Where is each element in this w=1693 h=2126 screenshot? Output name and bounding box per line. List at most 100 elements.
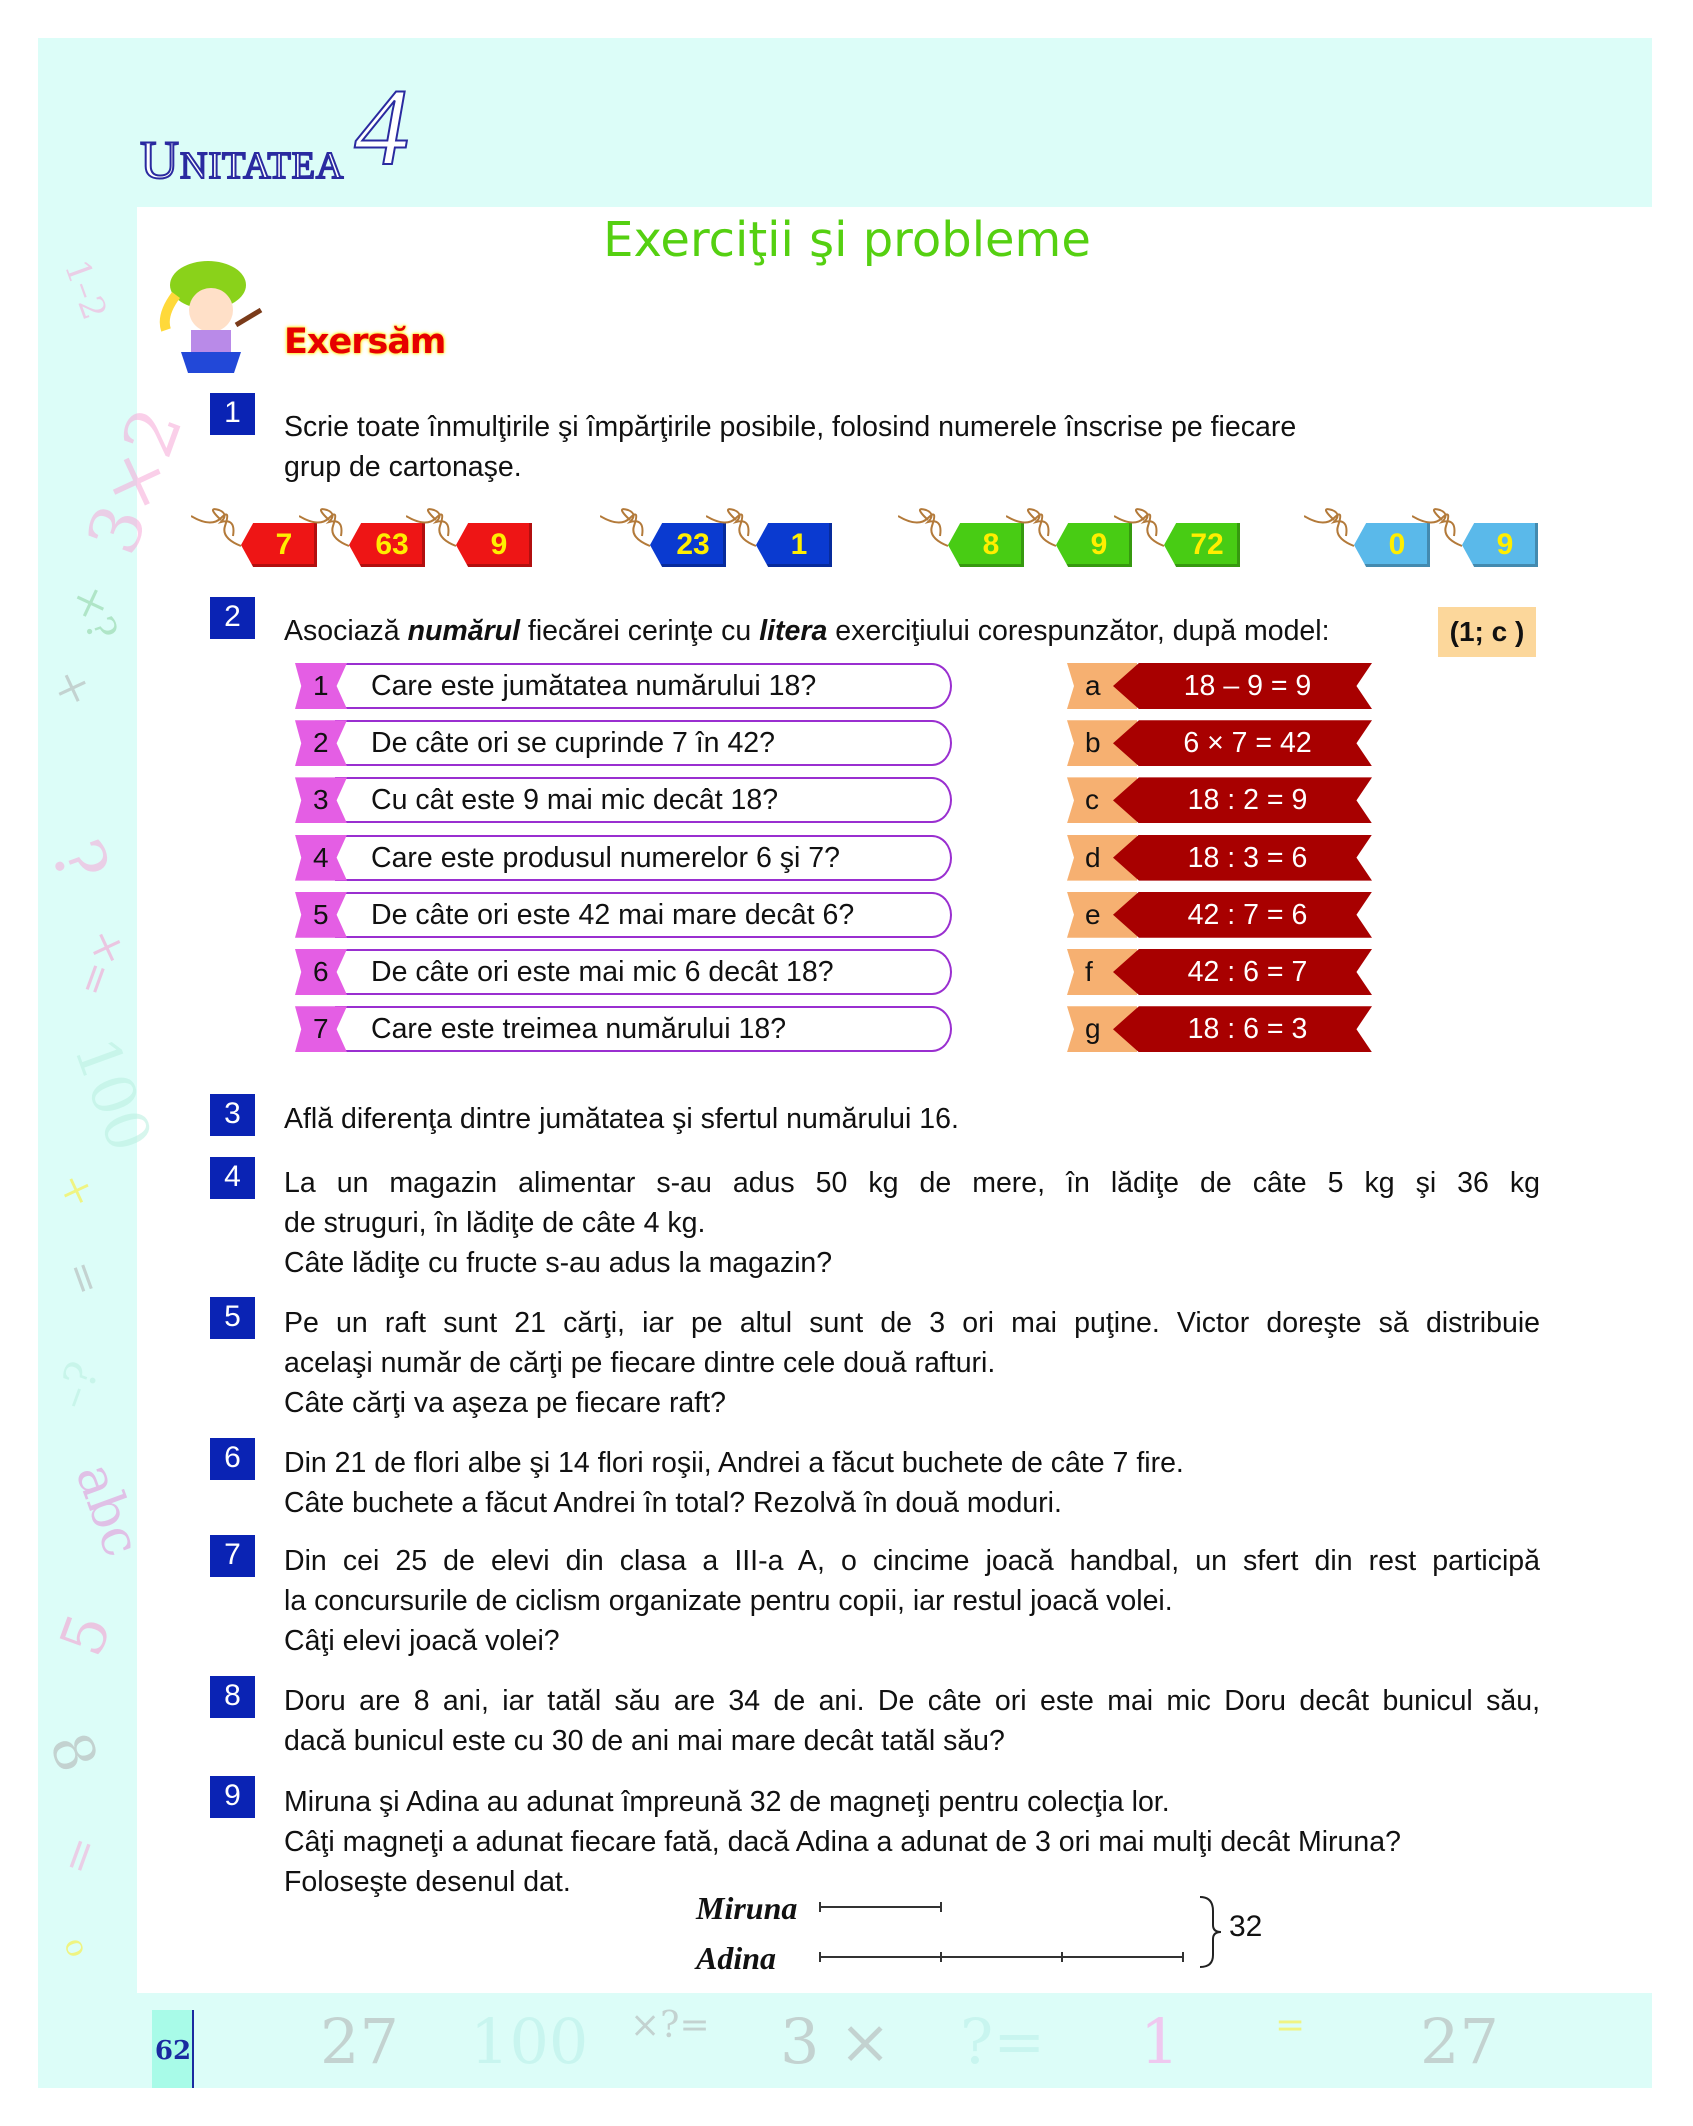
girl-illustration-icon xyxy=(159,261,263,373)
number-card-value: 9 xyxy=(1496,528,1514,561)
number-card-value: 72 xyxy=(1190,528,1224,561)
exercise-line: dacă bunicul este cu 30 de ani mai mare … xyxy=(284,1725,1005,1757)
string-bow-icon xyxy=(1114,508,1165,547)
exercise-number-7: 7 xyxy=(210,1535,255,1577)
question-number: 2 xyxy=(295,720,347,767)
exercise-number-1: 1 xyxy=(210,393,255,435)
decorative-symbol: 1 xyxy=(1140,2005,1180,2078)
answer-row: f 42 : 6 = 7 xyxy=(1067,949,1372,995)
answer-expression: 42 : 6 = 7 xyxy=(1113,949,1372,995)
exercise-line: Miruna şi Adina au adunat împreună 32 de… xyxy=(284,1786,1170,1818)
exercise-line: de struguri, în lădiţe de câte 4 kg. xyxy=(284,1207,706,1239)
exercise-line: Pe un raft sunt 21 cărţi, iar pe altul s… xyxy=(284,1307,1540,1339)
string-bow-icon xyxy=(600,508,651,547)
exercise-line: Scrie toate înmulţirile şi împărţirile p… xyxy=(284,411,1297,443)
string-bow-icon xyxy=(706,508,757,547)
question-text: Care este jumătatea numărului 18? xyxy=(335,663,952,709)
exercise-3-text: Află diferenţa dintre jumătatea şi sfert… xyxy=(284,1099,1540,1139)
question-row: Care este treimea numărului 18? 7 xyxy=(295,1006,952,1053)
string-bow-icon xyxy=(406,508,457,547)
exercise-number-3: 3 xyxy=(210,1094,255,1136)
brace-icon xyxy=(1199,1896,1222,1968)
answer-expression: 6 × 7 = 42 xyxy=(1113,720,1372,767)
model-answer-badge: (1; c ) xyxy=(1438,607,1536,657)
exercise-number-2: 2 xyxy=(210,597,255,639)
exercise-line: Din 21 de flori albe şi 14 flori roşii, … xyxy=(284,1447,1184,1479)
number-card: 9 xyxy=(1056,523,1132,567)
number-card: 0 xyxy=(1354,523,1430,567)
emphasis: litera xyxy=(759,615,828,647)
answer-expression: 42 : 7 = 6 xyxy=(1113,891,1372,938)
exercise-6-text: Din 21 de flori albe şi 14 flori roşii, … xyxy=(284,1443,1540,1523)
exercise-7-text: Din cei 25 de elevi din clasa a III-a A,… xyxy=(284,1541,1540,1661)
exercise-line: grup de cartonaşe. xyxy=(284,451,522,483)
question-text: Cu cât este 9 mai mic decât 18? xyxy=(335,777,952,824)
question-text: De câte ori se cuprinde 7 în 42? xyxy=(335,720,952,767)
diagram-total: 32 xyxy=(1229,1910,1263,1943)
exercise-line: acelaşi număr de cărţi pe fiecare dintre… xyxy=(284,1347,996,1379)
number-card-value: 7 xyxy=(275,528,293,561)
content-area xyxy=(137,207,1652,1993)
question-text: De câte ori este mai mic 6 decât 18? xyxy=(335,949,952,995)
decorative-symbol: 27 xyxy=(1420,2005,1499,2078)
question-row: Cu cât este 9 mai mic decât 18? 3 xyxy=(295,777,952,824)
decorative-symbol: = xyxy=(1275,2005,1306,2046)
exercise-line: la concursurile de ciclism organizate pe… xyxy=(284,1585,1173,1617)
page-title: Exerciţii şi probleme xyxy=(603,212,1091,268)
exercise-line: Din cei 25 de elevi din clasa a III-a A,… xyxy=(284,1545,1540,1577)
number-card-value: 63 xyxy=(375,528,409,561)
number-card: 63 xyxy=(349,523,425,567)
string-bow-icon xyxy=(1304,508,1355,547)
unit-number: 4 xyxy=(353,65,411,189)
exercise-4-text: La un magazin alimentar s-au adus 50 kg … xyxy=(284,1163,1540,1283)
question-row: Care este jumătatea numărului 18? 1 xyxy=(295,663,952,709)
number-card: 23 xyxy=(650,523,726,567)
question-text: Care este produsul numerelor 6 şi 7? xyxy=(335,834,952,881)
answer-row: d 18 : 3 = 6 xyxy=(1067,834,1372,881)
string-bow-icon xyxy=(1412,508,1463,547)
answer-row: e 42 : 7 = 6 xyxy=(1067,891,1372,938)
exercise-line: La un magazin alimentar s-au adus 50 kg … xyxy=(284,1167,1540,1199)
answer-row: a 18 – 9 = 9 xyxy=(1067,663,1372,709)
question-row: De câte ori se cuprinde 7 în 42? 2 xyxy=(295,720,952,767)
text: Asociază xyxy=(284,615,408,647)
question-text: Care este treimea numărului 18? xyxy=(335,1006,952,1053)
segment-diagram xyxy=(819,1896,1222,1968)
decorative-symbol: 100 xyxy=(470,2005,589,2078)
decorative-symbol: 3 × xyxy=(780,2005,892,2078)
exercise-2-text: Asociază numărul fiecărei cerinţe cu lit… xyxy=(284,611,1434,651)
number-card-value: 23 xyxy=(676,528,710,561)
exercise-1-text: Scrie toate înmulţirile şi împărţirile p… xyxy=(284,407,1540,487)
exercise-number-4: 4 xyxy=(210,1157,255,1199)
page-number: 62 xyxy=(154,2036,192,2066)
exercise-9-text: Miruna şi Adina au adunat împreună 32 de… xyxy=(284,1782,1540,1902)
decorative-symbol: ?= xyxy=(960,2005,1046,2078)
exercise-line: Câte lădiţe cu fructe s-au adus la magaz… xyxy=(284,1247,833,1279)
exercise-line: Câţi elevi joacă volei? xyxy=(284,1625,560,1657)
answer-expression: 18 : 6 = 3 xyxy=(1113,1006,1372,1053)
string-bow-icon xyxy=(898,508,949,547)
decorative-symbol: ×?= xyxy=(630,2005,710,2046)
answer-expression: 18 : 3 = 6 xyxy=(1113,834,1372,881)
answer-expression: 18 – 9 = 9 xyxy=(1113,663,1372,709)
exercise-line: Câţi magneţi a adunat fiecare fată, dacă… xyxy=(284,1826,1401,1858)
number-card-value: 8 xyxy=(982,528,1000,561)
exercise-number-6: 6 xyxy=(210,1438,255,1480)
answer-row: g 18 : 6 = 3 xyxy=(1067,1006,1372,1053)
text: exerciţiului corespunzător, după model: xyxy=(827,615,1330,647)
exercise-line: Află diferenţa dintre jumătatea şi sfert… xyxy=(284,1103,959,1135)
section-heading: Exersăm xyxy=(284,322,446,362)
number-card: 1 xyxy=(756,523,832,567)
diagram-label-miruna: Miruna xyxy=(696,1890,798,1926)
exercise-5-text: Pe un raft sunt 21 cărţi, iar pe altul s… xyxy=(284,1303,1540,1423)
question-number: 3 xyxy=(295,777,347,824)
answer-expression: 18 : 2 = 9 xyxy=(1113,777,1372,824)
unit-label: Unitatea xyxy=(139,129,345,191)
string-bow-icon xyxy=(299,508,350,547)
number-card-value: 1 xyxy=(790,528,808,561)
diagram-label-adina: Adina xyxy=(696,1940,777,1976)
number-card-value: 9 xyxy=(490,528,508,561)
question-row: De câte ori este 42 mai mare decât 6? 5 xyxy=(295,891,952,938)
emphasis: numărul xyxy=(407,615,520,647)
number-card: 8 xyxy=(948,523,1024,567)
